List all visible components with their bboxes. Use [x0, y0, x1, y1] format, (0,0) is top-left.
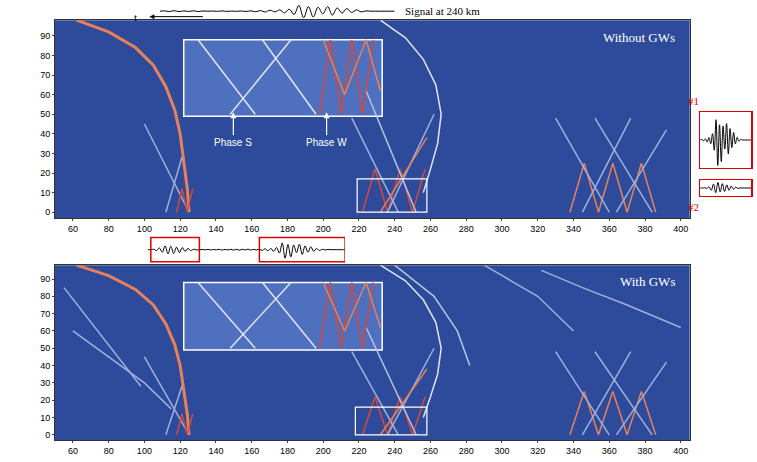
svg-text:Phase S: Phase S: [214, 137, 252, 148]
svg-text:180: 180: [280, 446, 295, 456]
svg-text:With GWs: With GWs: [620, 274, 675, 289]
svg-text:40: 40: [40, 129, 50, 139]
svg-text:70: 70: [40, 70, 50, 80]
svg-text:360: 360: [602, 224, 617, 234]
svg-text:10: 10: [40, 188, 50, 198]
svg-text:#2: #2: [688, 201, 699, 213]
svg-text:200: 200: [316, 224, 331, 234]
svg-text:140: 140: [208, 224, 223, 234]
svg-text:0: 0: [45, 430, 50, 440]
svg-text:#1: #1: [688, 95, 699, 107]
svg-text:50: 50: [40, 343, 50, 353]
svg-text:340: 340: [566, 446, 581, 456]
svg-text:30: 30: [40, 149, 50, 159]
svg-text:300: 300: [494, 224, 509, 234]
svg-text:160: 160: [244, 446, 259, 456]
svg-text:120: 120: [173, 446, 188, 456]
svg-text:Signal at 240 km: Signal at 240 km: [405, 5, 480, 17]
svg-text:340: 340: [566, 224, 581, 234]
svg-text:380: 380: [637, 446, 652, 456]
svg-text:200: 200: [316, 446, 331, 456]
svg-text:220: 220: [351, 446, 366, 456]
svg-text:280: 280: [459, 446, 474, 456]
svg-text:120: 120: [173, 224, 188, 234]
svg-text:80: 80: [104, 446, 114, 456]
svg-text:100: 100: [137, 224, 152, 234]
svg-text:280: 280: [459, 224, 474, 234]
svg-text:10: 10: [40, 413, 50, 423]
svg-text:50: 50: [40, 109, 50, 119]
svg-text:360: 360: [602, 446, 617, 456]
svg-text:240: 240: [387, 224, 402, 234]
svg-text:90: 90: [40, 31, 50, 41]
svg-text:260: 260: [423, 446, 438, 456]
svg-text:80: 80: [104, 224, 114, 234]
svg-text:220: 220: [351, 224, 366, 234]
svg-text:140: 140: [208, 446, 223, 456]
svg-text:320: 320: [530, 446, 545, 456]
svg-text:320: 320: [530, 224, 545, 234]
svg-text:40: 40: [40, 361, 50, 371]
svg-text:80: 80: [40, 291, 50, 301]
svg-text:0: 0: [45, 207, 50, 217]
svg-text:240: 240: [387, 446, 402, 456]
svg-text:100: 100: [137, 446, 152, 456]
svg-text:70: 70: [40, 309, 50, 319]
svg-text:90: 90: [40, 274, 50, 284]
svg-text:20: 20: [40, 395, 50, 405]
svg-text:30: 30: [40, 378, 50, 388]
svg-text:60: 60: [40, 326, 50, 336]
svg-text:160: 160: [244, 224, 259, 234]
svg-text:20: 20: [40, 168, 50, 178]
svg-text:80: 80: [40, 51, 50, 61]
svg-text:60: 60: [40, 90, 50, 100]
svg-text:t: t: [134, 11, 137, 23]
svg-text:Without GWs: Without GWs: [603, 30, 675, 45]
svg-text:300: 300: [494, 446, 509, 456]
svg-text:60: 60: [68, 224, 78, 234]
svg-text:380: 380: [637, 224, 652, 234]
svg-text:260: 260: [423, 224, 438, 234]
svg-text:60: 60: [68, 446, 78, 456]
svg-text:Phase W: Phase W: [306, 137, 347, 148]
svg-text:400: 400: [673, 224, 688, 234]
svg-text:400: 400: [673, 446, 688, 456]
svg-text:180: 180: [280, 224, 295, 234]
